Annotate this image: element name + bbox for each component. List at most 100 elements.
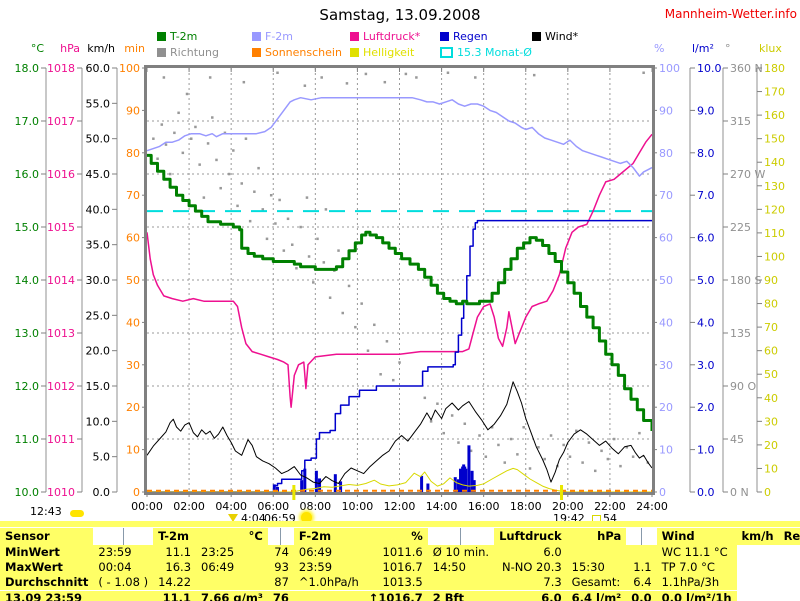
axis-label: 1018 [47, 62, 75, 75]
table-cell: 15:30 [566, 560, 627, 575]
brand-link[interactable]: Mannheim-Wetter.info [664, 7, 797, 21]
axis-label: 10 [764, 462, 778, 475]
table-header: Sensor [0, 528, 94, 545]
legend-label: Helligkeit [363, 46, 415, 59]
table-row: 13.09 23:59 11.1 7.66 g/m³ 76 ↑1016.7 2 Bft 6.… [0, 590, 800, 601]
table-cell: Gesamt: [566, 575, 627, 590]
table-cell: 74 [267, 545, 294, 560]
table-header: hPa [566, 528, 627, 545]
axis-label: 45.0 [86, 168, 111, 181]
legend-label: F-2m [265, 30, 294, 43]
axis-label: 18.0 [15, 62, 40, 75]
legend-label: Regen [453, 30, 488, 43]
axis-label: 170 [764, 86, 785, 99]
axis-label: 1016 [47, 168, 75, 181]
table-cell [293, 590, 364, 601]
table-row: MinWert 23:59 11.1 23:25 74 06:49 1011.6 Ø 10 m… [0, 545, 800, 560]
axis-label: 180 [764, 62, 785, 75]
legend-swatch-icon [532, 32, 541, 41]
table-cell: 6.0 [494, 590, 567, 601]
axis-label: 50 [126, 274, 140, 287]
axis-label: klux [759, 42, 782, 55]
axis-label: 80 [659, 147, 673, 160]
table-row: Durchschnitt( - 1.08 ) 14.22 87 ^1.0hPa/h 10… [0, 575, 800, 590]
legend-item-sonnenschein: Sonnenschein [252, 46, 342, 59]
axis-label: 1.0 [697, 444, 715, 457]
axis-label: 6.0 [697, 232, 715, 245]
axis-label: 0 [133, 486, 140, 499]
column-gap [93, 528, 154, 545]
axis-label: 60.0 [86, 62, 111, 75]
axis-label: 100 [764, 250, 785, 263]
axis-label: 40.0 [86, 203, 111, 216]
axis-label: 225 [730, 221, 751, 234]
table-cell: 6.0 [494, 545, 567, 560]
axis-label: 02:00 [173, 500, 205, 513]
axis-label: 20 [659, 401, 673, 414]
axis-label: ° [725, 42, 731, 55]
legend-swatch-icon [440, 47, 453, 58]
table-cell: 7.3 [494, 575, 567, 590]
table-cell: 11.1 [153, 590, 197, 601]
cloud-icon [70, 510, 84, 517]
legend-label: Wind* [545, 30, 579, 43]
axis-label: 0 [764, 486, 771, 499]
axis-label: 50 [764, 368, 778, 381]
table-cell: 14:50 [427, 560, 495, 575]
table-header: % [363, 528, 428, 545]
axes: 10.011.012.013.014.015.016.017.018.0°C10… [15, 42, 786, 499]
axis-label: 2.0 [697, 401, 715, 414]
legend-swatch-icon [440, 32, 449, 41]
legend-item-wind: Wind* [532, 30, 578, 43]
axis-label: 11.0 [15, 433, 40, 446]
axis-label: 80 [126, 147, 140, 160]
table-cell: 06:49 [196, 560, 268, 575]
axis-label: 360 N [730, 62, 763, 75]
legend-item-t-2m: T-2m [157, 30, 197, 43]
table-cell: 16.3 [153, 560, 197, 575]
axis-label: 60 [126, 232, 140, 245]
axis-label: min [124, 42, 145, 55]
table-cell: 87 [267, 575, 294, 590]
table-cell: 6.4 l/m² [566, 590, 627, 601]
current-time: 12:43 [30, 505, 62, 518]
axis-label: 50.0 [86, 133, 111, 146]
column-gap [427, 528, 495, 545]
axis-label: 0 N [730, 486, 749, 499]
legend-item-f-2m: F-2m [252, 30, 293, 43]
table-cell [566, 545, 627, 560]
legend-label: Richtung [170, 46, 219, 59]
axis-label: 140 [764, 156, 785, 169]
series-luftdruck [146, 133, 653, 408]
axis-label: 20.0 [86, 345, 111, 358]
table-cell: N-NO 20.3 [494, 560, 567, 575]
column-gap [267, 528, 294, 545]
axis-label: 90 [659, 104, 673, 117]
legend-label: 15.3 Monat-Ø [457, 46, 532, 59]
axis-label: 160 [764, 109, 785, 122]
axis-label: 10:00 [342, 500, 374, 513]
axis-label: 180 S [730, 274, 761, 287]
axis-label: 06:00 [257, 500, 289, 513]
axis-label: 90 [764, 274, 778, 287]
table-cell: 2 Bft [427, 590, 495, 601]
table-cell: 23:25 [196, 545, 268, 560]
legend-label: Sonnenschein [265, 46, 342, 59]
axis-label: 70 [764, 321, 778, 334]
table-cell: 1011.6 [363, 545, 428, 560]
grid [147, 68, 652, 492]
legend-item-luftdruck: Luftdruck* [350, 30, 420, 43]
table-cell [196, 575, 268, 590]
axis-label: 1012 [47, 380, 75, 393]
axis-label: 10 [126, 444, 140, 457]
axis-label: hPa [60, 42, 80, 55]
axis-label: 135 [730, 327, 751, 340]
moonset-icon [228, 514, 238, 522]
table-cell [427, 575, 495, 590]
legend-swatch-icon [350, 48, 359, 57]
legend-item-regen: Regen [440, 30, 488, 43]
axis-label: 1017 [47, 115, 75, 128]
axis-label: 15.0 [15, 221, 40, 234]
axis-label: 270 W [730, 168, 765, 181]
axis-label: 15.0 [86, 380, 111, 393]
